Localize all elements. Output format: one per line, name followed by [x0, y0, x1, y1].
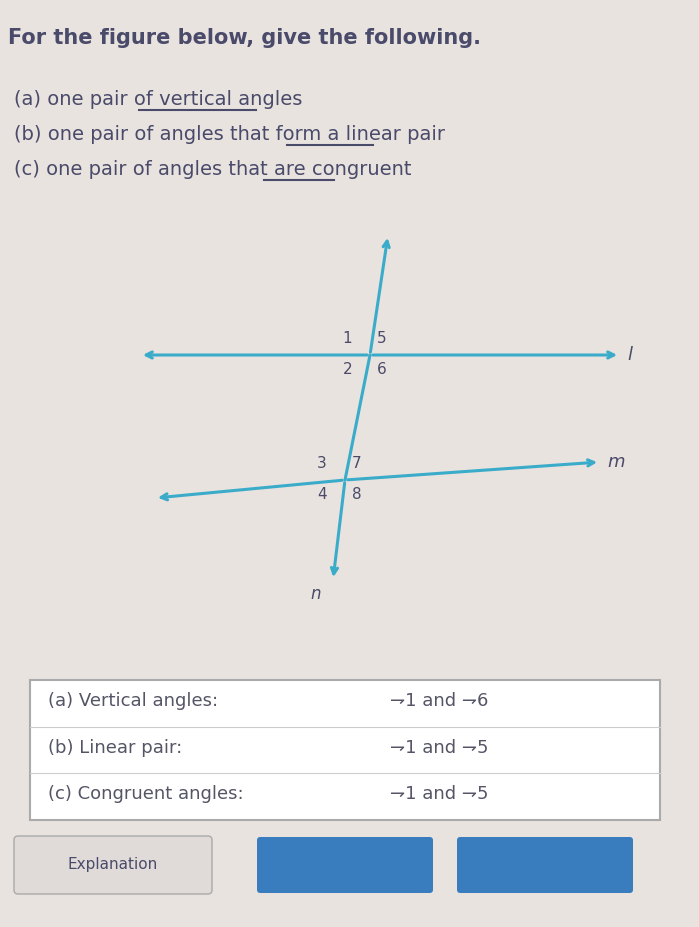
Text: 5: 5	[377, 331, 387, 346]
Text: n: n	[310, 585, 321, 603]
FancyBboxPatch shape	[30, 680, 660, 820]
Text: 3: 3	[317, 456, 327, 471]
Text: 8: 8	[352, 488, 362, 502]
FancyBboxPatch shape	[457, 837, 633, 893]
Text: (a) Vertical angles:: (a) Vertical angles:	[48, 692, 218, 710]
FancyBboxPatch shape	[14, 836, 212, 894]
Text: 6: 6	[377, 362, 387, 377]
FancyBboxPatch shape	[257, 837, 433, 893]
Text: (a) one pair of vertical angles: (a) one pair of vertical angles	[14, 90, 303, 109]
Text: l: l	[627, 346, 632, 364]
Text: Explanation: Explanation	[68, 857, 158, 872]
Text: 4: 4	[317, 488, 327, 502]
Text: 2: 2	[343, 362, 352, 377]
Text: 7: 7	[352, 456, 362, 471]
Text: ⇁1 and ⇁6: ⇁1 and ⇁6	[390, 692, 489, 710]
Text: (c) Congruent angles:: (c) Congruent angles:	[48, 785, 244, 804]
Text: (b) Linear pair:: (b) Linear pair:	[48, 739, 182, 756]
Text: For the figure below, give the following.: For the figure below, give the following…	[8, 28, 481, 48]
Text: (c) one pair of angles that are congruent: (c) one pair of angles that are congruen…	[14, 160, 412, 179]
Text: 1: 1	[343, 331, 352, 346]
Text: ⇁1 and ⇁5: ⇁1 and ⇁5	[390, 785, 489, 804]
Text: (b) one pair of angles that form a linear pair: (b) one pair of angles that form a linea…	[14, 125, 445, 144]
Text: ⇁1 and ⇁5: ⇁1 and ⇁5	[390, 739, 489, 756]
Text: m: m	[607, 453, 624, 471]
